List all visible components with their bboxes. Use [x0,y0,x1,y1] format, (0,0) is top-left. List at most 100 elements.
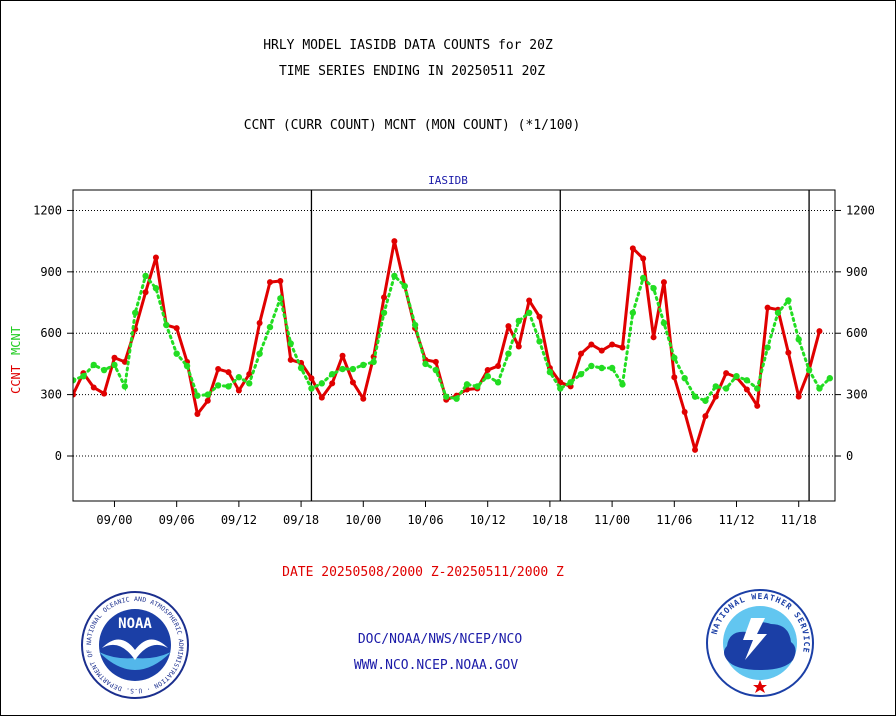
series-line-ccnt [73,239,821,452]
point-ccnt [660,279,667,286]
point-ccnt [764,304,771,311]
point-mcnt [163,321,170,329]
y-tick-label-right: 0 [846,449,853,463]
point-mcnt [484,372,491,380]
point-ccnt [640,255,647,262]
point-mcnt [411,321,419,329]
point-mcnt [681,375,688,382]
point-ccnt [681,408,688,415]
point-ccnt [277,278,284,285]
point-mcnt [422,360,429,368]
point-ccnt [339,352,346,359]
point-mcnt [287,340,294,347]
point-mcnt [194,392,201,399]
point-mcnt [204,391,211,398]
point-ccnt [712,393,719,400]
y-tick-label-right: 900 [846,265,868,279]
org-path-label: DOC/NOAA/NWS/NCEP/NCO [357,632,523,647]
x-tick-label: 09/12 [221,513,257,527]
point-ccnt [785,349,792,356]
point-ccnt [578,350,584,357]
point-mcnt [619,381,626,388]
point-ccnt [349,379,356,386]
point-mcnt [90,361,97,369]
point-mcnt [764,344,771,351]
y-tick-label-left: 600 [40,326,62,340]
point-mcnt [515,317,522,325]
point-mcnt [443,393,450,400]
header-line-3: CCNT (CURR COUNT) MCNT (MON COUNT) (*1/1… [243,118,581,133]
point-ccnt [484,367,491,374]
point-mcnt [80,372,87,380]
header-line-2: TIME SERIES ENDING IN 20250511 20Z [278,64,546,79]
point-mcnt [297,364,305,372]
point-mcnt [256,350,263,357]
y-tick-label-left: 300 [40,388,62,402]
point-mcnt [785,297,792,304]
point-mcnt [246,380,253,387]
y-tick-label-left: 1200 [33,203,62,217]
point-ccnt [266,279,273,286]
x-tick-label: 11/06 [656,513,692,527]
point-ccnt [142,289,149,296]
plot-area-border [72,189,836,502]
point-mcnt [598,364,605,372]
point-mcnt [132,309,139,316]
point-ccnt [495,362,502,369]
point-mcnt [505,350,512,357]
point-mcnt [111,361,118,369]
point-ccnt [121,358,128,365]
point-mcnt [474,383,481,390]
point-ccnt [287,356,294,363]
point-ccnt [526,297,533,304]
point-mcnt [308,385,315,392]
point-mcnt [360,361,367,369]
point-mcnt [235,374,243,381]
point-ccnt [598,347,605,354]
point-ccnt [692,446,699,453]
point-mcnt [629,309,637,316]
point-ccnt [329,380,336,387]
x-tick-label: 10/18 [532,513,568,527]
point-mcnt [349,365,357,373]
point-mcnt [608,364,616,372]
x-tick-label: 11/00 [594,513,630,527]
header-line-1: HRLY MODEL IASIDB DATA COUNTS for 20Z [263,38,553,53]
point-mcnt [328,370,336,378]
point-ccnt [723,370,730,377]
point-mcnt [318,380,326,387]
point-mcnt [722,385,730,392]
point-mcnt [816,385,823,392]
point-mcnt [391,272,398,280]
x-tick-label: 10/12 [470,513,506,527]
point-mcnt [795,336,802,343]
point-mcnt [142,272,149,280]
point-mcnt [277,295,284,302]
point-ccnt [101,390,108,397]
point-ccnt [73,391,76,398]
point-mcnt [536,338,543,345]
point-ccnt [702,413,709,420]
point-mcnt [546,368,554,376]
x-tick-label: 09/18 [283,513,319,527]
point-mcnt [588,362,595,370]
chart-title: IASIDB [428,174,468,187]
point-mcnt [121,383,129,390]
y-tick-label-left: 900 [40,265,62,279]
point-mcnt [494,379,502,386]
point-ccnt [754,402,761,409]
x-tick-label: 10/06 [407,513,443,527]
point-ccnt [629,245,636,252]
point-ccnt [536,313,543,320]
noaa-logo: NOAA NATIONAL OCEANIC AND ATMOSPHERIC AD… [80,590,189,699]
website-link[interactable]: WWW.NCO.NCEP.NOAA.GOV [353,658,519,673]
point-ccnt [318,394,325,401]
point-ccnt [650,334,657,341]
point-ccnt [194,411,201,418]
point-mcnt [712,383,719,390]
point-mcnt [339,365,346,373]
y-tick-label-left: 0 [55,449,62,463]
y-tick-label-right: 300 [846,388,868,402]
point-mcnt [805,366,813,374]
